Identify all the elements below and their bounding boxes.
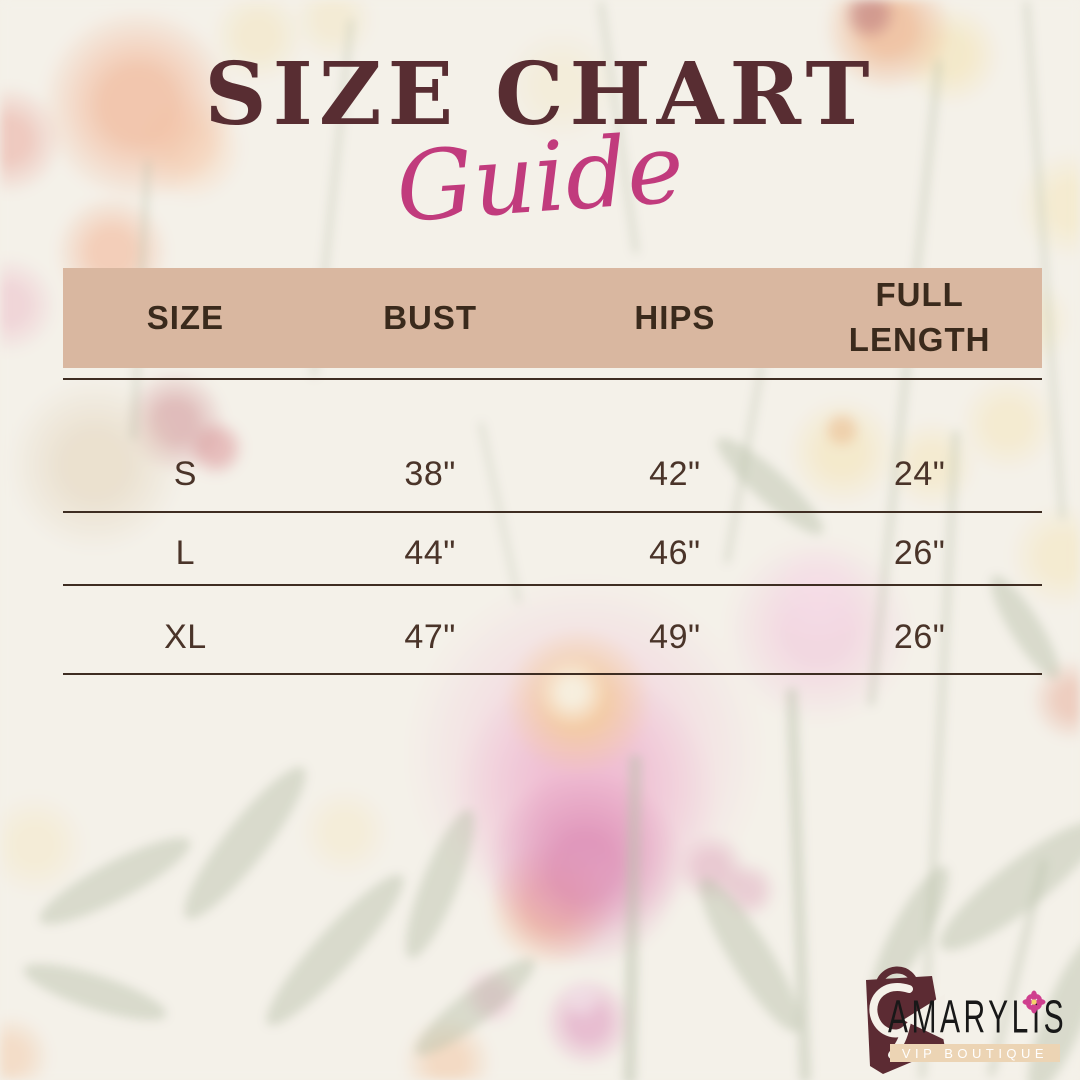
column-header-full-length: FULL LENGTH (848, 276, 991, 358)
table-body: S 38" 42" 24" L 44" 46" 26" XL 47" 49" 2… (63, 380, 1042, 675)
column-header-bust: BUST (383, 298, 478, 336)
header-divider-line (63, 378, 1042, 380)
table-row: L 44" 46" 26" (63, 513, 1042, 586)
size-cell: S (173, 455, 197, 493)
size-chart-table: SIZE BUST HIPS FULL LENGTH S 38" 42" 24"… (63, 268, 1042, 675)
bust-cell: 38" (404, 455, 456, 493)
full-length-cell: 24" (893, 455, 946, 493)
size-cell: XL (164, 618, 207, 656)
column-header-size: SIZE (146, 298, 225, 336)
bust-cell: 47" (404, 618, 456, 656)
brand-logo: AMARYLIS VIP BOUTIQUE (845, 950, 1075, 1078)
page-title: SIZE CHART (204, 44, 876, 145)
hips-cell: 49" (649, 618, 701, 656)
brand-tagline: VIP BOUTIQUE (890, 1044, 1060, 1062)
size-cell: L (175, 534, 196, 572)
table-row: XL 47" 49" 26" (63, 586, 1042, 675)
hips-cell: 46" (649, 534, 701, 572)
bust-cell: 44" (404, 534, 456, 572)
column-header-hips: HIPS (634, 298, 716, 336)
full-length-cell: 26" (893, 618, 946, 656)
flower-icon (1022, 990, 1046, 1014)
hips-cell: 42" (649, 455, 701, 493)
table-row: S 38" 42" 24" (63, 380, 1042, 513)
full-length-cell: 26" (893, 534, 946, 572)
table-header-row: SIZE BUST HIPS FULL LENGTH (63, 268, 1042, 368)
